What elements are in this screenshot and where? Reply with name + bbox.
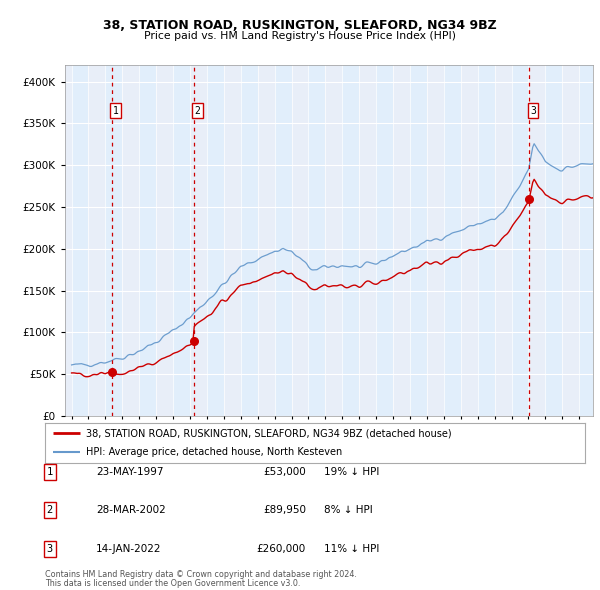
- Text: 23-MAY-1997: 23-MAY-1997: [96, 467, 163, 477]
- Bar: [207, 65, 224, 416]
- Text: This data is licensed under the Open Government Licence v3.0.: This data is licensed under the Open Gov…: [45, 579, 301, 588]
- Text: Price paid vs. HM Land Registry's House Price Index (HPI): Price paid vs. HM Land Registry's House …: [144, 31, 456, 41]
- Text: 11% ↓ HPI: 11% ↓ HPI: [324, 544, 379, 553]
- Bar: [512, 65, 529, 416]
- Text: £260,000: £260,000: [257, 544, 306, 553]
- Bar: [241, 65, 258, 416]
- Text: HPI: Average price, detached house, North Kesteven: HPI: Average price, detached house, Nort…: [86, 447, 342, 457]
- Text: 1: 1: [47, 467, 53, 477]
- Text: 1: 1: [113, 106, 118, 116]
- Text: 2: 2: [47, 506, 53, 515]
- Bar: [308, 65, 325, 416]
- Bar: [579, 65, 596, 416]
- Text: 19% ↓ HPI: 19% ↓ HPI: [324, 467, 379, 477]
- Text: £53,000: £53,000: [263, 467, 306, 477]
- Bar: [275, 65, 292, 416]
- Bar: [478, 65, 494, 416]
- Bar: [71, 65, 88, 416]
- Text: £89,950: £89,950: [263, 506, 306, 515]
- Text: 28-MAR-2002: 28-MAR-2002: [96, 506, 166, 515]
- Text: 38, STATION ROAD, RUSKINGTON, SLEAFORD, NG34 9BZ (detached house): 38, STATION ROAD, RUSKINGTON, SLEAFORD, …: [86, 428, 451, 438]
- Bar: [410, 65, 427, 416]
- Text: 3: 3: [530, 106, 536, 116]
- Bar: [139, 65, 156, 416]
- Text: 8% ↓ HPI: 8% ↓ HPI: [324, 506, 373, 515]
- Text: 14-JAN-2022: 14-JAN-2022: [96, 544, 161, 553]
- Bar: [444, 65, 461, 416]
- Bar: [343, 65, 359, 416]
- Text: 3: 3: [47, 544, 53, 553]
- Bar: [545, 65, 562, 416]
- Bar: [106, 65, 122, 416]
- Text: 2: 2: [195, 106, 200, 116]
- Text: 38, STATION ROAD, RUSKINGTON, SLEAFORD, NG34 9BZ: 38, STATION ROAD, RUSKINGTON, SLEAFORD, …: [103, 19, 497, 32]
- Bar: [173, 65, 190, 416]
- Text: Contains HM Land Registry data © Crown copyright and database right 2024.: Contains HM Land Registry data © Crown c…: [45, 570, 357, 579]
- Bar: [376, 65, 393, 416]
